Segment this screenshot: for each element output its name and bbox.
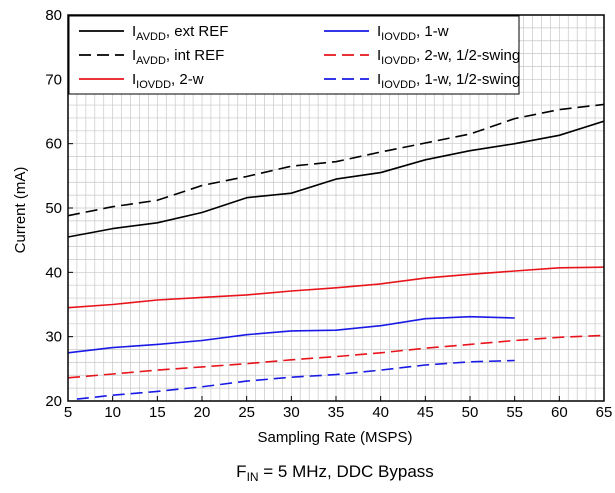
legend-label-subscript: IOVDD — [381, 31, 416, 43]
legend-label: IIOVDD, 2-w, 1/2-swing — [377, 47, 520, 67]
legend-label-rest: , 1-w — [416, 23, 449, 40]
y-tick-label: 80 — [45, 7, 62, 24]
legend-label-subscript: IOVDD — [381, 79, 416, 91]
legend-label-subscript: AVDD — [136, 55, 166, 67]
legend-label: IAVDD, ext REF — [132, 23, 228, 43]
legend-label-subscript: IOVDD — [136, 79, 171, 91]
x-axis-label: Sampling Rate (MSPS) — [257, 429, 412, 446]
chart-caption: FIN = 5 MHz, DDC Bypass — [236, 462, 434, 484]
series-line-2 — [67, 103, 605, 217]
x-tick-label: 50 — [462, 404, 479, 421]
legend-label: IAVDD, int REF — [132, 47, 224, 67]
y-tick-label: 60 — [45, 136, 62, 153]
legend-label-rest: , 2-w — [171, 71, 204, 88]
x-tick-label: 60 — [551, 404, 568, 421]
series-layer — [67, 103, 605, 400]
legend-label-rest: , 1-w, 1/2-swing — [416, 71, 520, 88]
legend-label-main: I — [132, 47, 136, 64]
legend-label-subscript: IOVDD — [381, 55, 416, 67]
x-tick-label: 10 — [104, 404, 121, 421]
y-tick-label: 20 — [45, 393, 62, 410]
y-tick-label: 40 — [45, 264, 62, 281]
caption-suffix: = 5 MHz, DDC Bypass — [259, 462, 434, 481]
legend-label-main: I — [377, 71, 381, 88]
legend-label-rest: , ext REF — [166, 23, 229, 40]
x-tick-label: 55 — [506, 404, 523, 421]
legend-label-main: I — [377, 47, 381, 64]
legend-label: IIOVDD, 1-w — [377, 23, 449, 43]
x-tick-label: 35 — [328, 404, 345, 421]
caption-subscript: IN — [247, 470, 259, 484]
series-line-4 — [67, 315, 515, 354]
x-tick-label: 5 — [64, 404, 72, 421]
series-line-6 — [76, 359, 515, 400]
legend-label-main: I — [377, 23, 381, 40]
legend-label-rest: , 2-w, 1/2-swing — [416, 47, 520, 64]
series-line-1 — [67, 120, 605, 238]
legend-label-rest: , int REF — [166, 47, 224, 64]
x-tick-label: 20 — [194, 404, 211, 421]
x-tick-label: 65 — [596, 404, 613, 421]
legend-box — [68, 15, 520, 95]
legend-label-main: I — [132, 23, 136, 40]
tick-labels: 5 10 15 20 25 30 35 40 45 50 55 60 65 20 30 40 50 60 70 80 — [45, 7, 612, 421]
series-line-3 — [67, 266, 605, 309]
y-tick-label: 70 — [45, 71, 62, 88]
legend-label: IIOVDD, 2-w — [132, 71, 204, 91]
caption-prefix: F — [236, 462, 246, 481]
x-tick-label: 30 — [283, 404, 300, 421]
legend-label-main: I — [132, 71, 136, 88]
y-axis-label: Current (mA) — [12, 167, 29, 254]
x-tick-label: 15 — [149, 404, 166, 421]
y-tick-label: 50 — [45, 200, 62, 217]
x-tick-label: 25 — [238, 404, 255, 421]
legend-label: IIOVDD, 1-w, 1/2-swing — [377, 71, 520, 91]
x-tick-label: 40 — [372, 404, 389, 421]
y-tick-label: 30 — [45, 329, 62, 346]
legend-label-subscript: AVDD — [136, 31, 166, 43]
x-tick-label: 45 — [417, 404, 434, 421]
